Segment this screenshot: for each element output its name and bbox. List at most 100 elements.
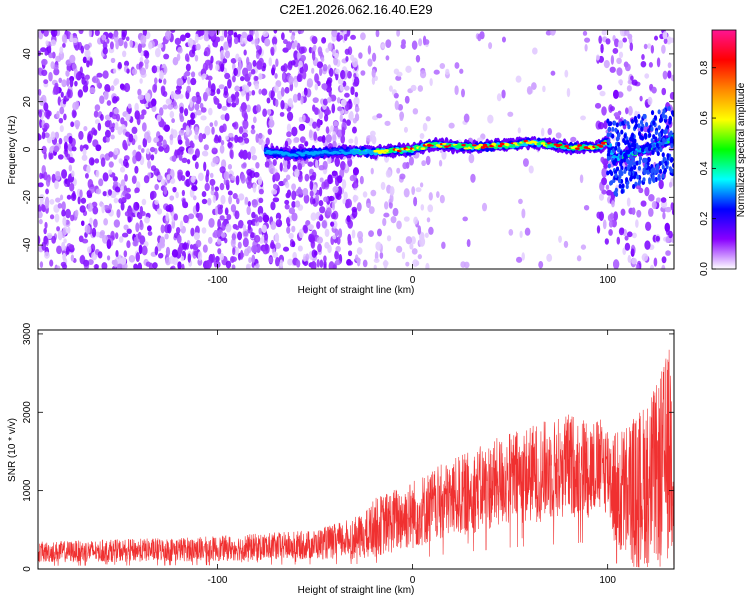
heatmap-cell [289, 30, 293, 34]
heatmap-cell [281, 32, 285, 41]
heatmap-cell [45, 176, 51, 187]
heatmap-cell [56, 110, 60, 119]
heatmap-cell [327, 174, 333, 185]
heatmap-cell [428, 226, 434, 235]
heatmap-cell [214, 134, 219, 142]
heatmap-cell [619, 30, 626, 37]
heatmap-cell [274, 72, 278, 79]
heatmap-cell [166, 223, 172, 234]
heatmap-cell [38, 50, 42, 57]
heatmap-cell [564, 69, 569, 78]
heatmap-cell [357, 231, 364, 240]
heatmap-cell [603, 60, 610, 69]
heatmap-ridge-cell [668, 117, 672, 123]
heatmap-cell [223, 41, 229, 51]
heatmap-cell [463, 113, 470, 123]
heatmap-cell [241, 132, 249, 138]
heatmap-cell [258, 73, 263, 80]
heatmap-cell [350, 34, 356, 40]
heatmap-cell [531, 82, 537, 90]
heatmap-cell [507, 111, 514, 117]
heatmap-cell [459, 68, 464, 74]
heatmap-cell [66, 77, 70, 87]
heatmap-cell [286, 226, 291, 234]
heatmap-cell [104, 129, 111, 138]
heatmap-cell [418, 236, 426, 247]
heatmap-cell [635, 263, 640, 269]
heatmap-ridge-cell [437, 145, 443, 148]
heatmap-cell [320, 57, 325, 63]
heatmap-ridge-cell [663, 168, 667, 174]
heatmap-ridge-cell [633, 165, 637, 171]
heatmap-ridge-cell [640, 126, 644, 132]
heatmap-cell [79, 189, 83, 199]
heatmap-ridge-cell [655, 142, 659, 148]
heatmap-cell [223, 67, 228, 74]
heatmap-cell [305, 253, 310, 262]
heatmap-cell [262, 62, 267, 69]
heatmap-cell [98, 178, 104, 187]
heatmap-ridge-cell [650, 110, 655, 116]
heatmap-cell [139, 67, 146, 76]
heatmap-cell [479, 31, 485, 40]
heatmap-cell [584, 37, 591, 43]
heatmap-cell [324, 241, 330, 249]
heatmap-cell [110, 134, 115, 140]
heatmap-cell [43, 132, 50, 138]
heatmap-cell [344, 92, 350, 98]
heatmap-cell [101, 34, 107, 41]
x-tick-label: 0 [410, 575, 416, 586]
heatmap-cell [194, 54, 199, 62]
heatmap-ridge-cell [590, 147, 595, 150]
heatmap-cell [176, 148, 181, 156]
heatmap-cell [106, 100, 112, 106]
heatmap-cell [46, 136, 52, 144]
heatmap-cell [220, 52, 224, 62]
heatmap-cell [417, 254, 422, 260]
heatmap-cell [314, 107, 319, 115]
heatmap-ridge-cell [628, 170, 632, 176]
heatmap-cell [131, 175, 137, 184]
heatmap-ridge-cell [664, 114, 668, 120]
heatmap-cell [108, 161, 114, 168]
heatmap-cell [258, 197, 264, 204]
heatmap-cell [238, 193, 245, 201]
heatmap-cell [580, 115, 586, 121]
heatmap-cell [68, 135, 73, 144]
heatmap-ridge-cell [617, 178, 622, 184]
heatmap-cell [395, 245, 403, 253]
heatmap-cell [94, 263, 99, 269]
heatmap-cell [324, 114, 329, 122]
heatmap-cell [101, 262, 108, 269]
heatmap-cell [366, 202, 371, 208]
y-tick-label: 0 [22, 566, 33, 572]
heatmap-cell [43, 30, 49, 37]
heatmap-cell [38, 109, 43, 118]
heatmap-cell [422, 122, 428, 132]
heatmap-cell [234, 210, 240, 220]
heatmap-cell [89, 217, 93, 225]
heatmap-cell [307, 161, 314, 167]
heatmap-cell [237, 231, 243, 241]
heatmap-ridge-cell [444, 145, 449, 148]
heatmap-cell [59, 106, 65, 115]
heatmap-cell [421, 160, 427, 167]
heatmap-cell [112, 96, 118, 104]
heatmap-cell [303, 63, 308, 73]
heatmap-cell [126, 207, 133, 215]
heatmap-cell [156, 114, 162, 122]
heatmap-ridge-cell [634, 150, 638, 156]
colorbar-tick-label: 0.8 [699, 60, 710, 74]
heatmap-cell [613, 259, 620, 269]
heatmap-cell [669, 91, 674, 100]
heatmap-cell [41, 69, 48, 77]
heatmap-cell [617, 91, 624, 98]
heatmap-cell [84, 173, 89, 179]
heatmap-cell [508, 228, 514, 236]
heatmap-cell [177, 246, 183, 255]
heatmap-cell [165, 246, 171, 257]
heatmap-cell [97, 122, 102, 132]
heatmap-cell [41, 58, 48, 66]
heatmap-cell [190, 227, 195, 237]
heatmap-cell [157, 252, 164, 259]
